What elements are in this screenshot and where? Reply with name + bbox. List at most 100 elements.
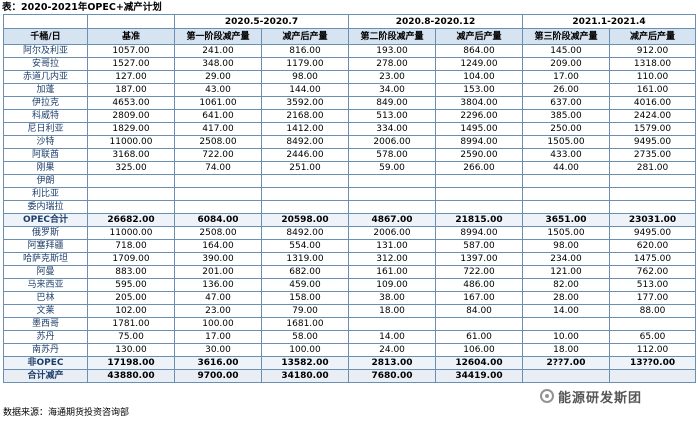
total-row: OPEC合计 26682.00 6084.00 20598.00 4867.00 2181… (3, 213, 697, 227)
value-cell: 513.00 (348, 109, 437, 123)
value-cell: 3168.00 (87, 148, 175, 162)
table-row: 哈萨克斯坦 1709.00 390.00 1319.00 312.00 1397.00 23… (3, 252, 697, 266)
value-cell: 8994.00 (435, 226, 524, 240)
table-row: 委内瑞拉 (3, 200, 697, 214)
value-cell: 47.00 (174, 291, 262, 305)
value-cell: 682.00 (260, 265, 350, 279)
value-cell: 1319.00 (260, 252, 350, 266)
country-cell: 文莱 (3, 304, 88, 318)
value-cell: 2168.00 (260, 109, 350, 123)
country-cell: 委内瑞拉 (3, 200, 88, 214)
value-cell: 100.00 (260, 343, 350, 357)
value-cell: 18.00 (522, 343, 611, 357)
value-cell (174, 200, 262, 214)
value-cell: 34419.00 (435, 369, 524, 383)
value-cell (609, 174, 697, 188)
table-title: 表：2020-2021年OPEC+减产计划 (2, 2, 162, 13)
value-cell: 459.00 (260, 278, 350, 292)
value-cell: 1579.00 (609, 122, 697, 136)
value-cell: 278.00 (348, 57, 437, 71)
value-cell: 23.00 (348, 70, 437, 84)
value-cell: 718.00 (87, 239, 175, 253)
country-cell: 哈萨克斯坦 (3, 252, 88, 266)
value-cell: 250.00 (522, 122, 611, 136)
total-row: 非OPEC 17198.00 3616.00 13582.00 2813.00 12604… (3, 356, 697, 370)
table-row: 文莱 102.00 23.00 79.00 18.00 84.00 14.00 88.00 (3, 304, 697, 318)
value-cell: 8492.00 (260, 226, 350, 240)
value-cell: 12604.00 (435, 356, 524, 370)
value-cell: 44.00 (522, 161, 611, 175)
country-cell: 科威特 (3, 109, 88, 123)
value-cell: 3592.00 (260, 96, 350, 110)
value-cell (435, 174, 524, 188)
value-cell (348, 187, 437, 201)
value-cell: 38.00 (348, 291, 437, 305)
value-cell: 385.00 (522, 109, 611, 123)
table-row: 苏丹 75.00 17.00 58.00 14.00 61.00 10.00 65.00 (3, 330, 697, 344)
value-cell: 23031.00 (609, 213, 697, 227)
period-header-row: 2020.5-2020.7 2020.8-2020.12 2021.1-2021… (3, 14, 697, 29)
value-cell: 9495.00 (609, 226, 697, 240)
value-cell: 1179.00 (260, 57, 350, 71)
value-cell: 145.00 (522, 44, 611, 58)
table-row: 沙特 11000.00 2508.00 8492.00 2006.00 8994.00 15… (3, 135, 697, 149)
value-cell: 1061.00 (174, 96, 262, 110)
value-cell (609, 187, 697, 201)
value-cell: 3616.00 (174, 356, 262, 370)
value-cell: 34180.00 (260, 369, 350, 383)
value-cell: 1249.00 (435, 57, 524, 71)
value-cell: 7680.00 (348, 369, 437, 383)
value-cell: 554.00 (260, 239, 350, 253)
country-cell: 尼日利亚 (3, 122, 88, 136)
value-cell: 513.00 (609, 278, 697, 292)
value-cell (87, 187, 175, 201)
value-cell: 106.00 (435, 343, 524, 357)
value-cell: 79.00 (260, 304, 350, 318)
value-cell: 8994.00 (435, 135, 524, 149)
table-row: 刚果 325.00 74.00 251.00 59.00 266.00 44.00 281.0… (3, 161, 697, 175)
value-cell: 17.00 (522, 70, 611, 84)
wechat-logo-icon (540, 389, 554, 403)
country-cell: 伊拉克 (3, 96, 88, 110)
column-header-row: 千桶/日 基准 第一阶段减产量 减产后产量 第二阶段减产量 减产后产量 第三阶段… (3, 28, 697, 45)
value-cell: 2590.00 (435, 148, 524, 162)
country-cell: 阿联酋 (3, 148, 88, 162)
value-cell: 201.00 (174, 265, 262, 279)
value-cell: 112.00 (609, 343, 697, 357)
value-cell: 912.00 (609, 44, 697, 58)
value-cell: 30.00 (174, 343, 262, 357)
value-cell (522, 369, 611, 383)
table-row: 阿塞拜疆 718.00 164.00 554.00 131.00 587.00 98.00 6… (3, 239, 697, 253)
value-cell: 4653.00 (87, 96, 175, 110)
value-cell: 104.00 (435, 70, 524, 84)
value-cell: 29.00 (174, 70, 262, 84)
table-row: 阿尔及利亚 1057.00 241.00 816.00 193.00 864.00 145.… (3, 44, 697, 58)
value-cell: 864.00 (435, 44, 524, 58)
country-cell: 巴林 (3, 291, 88, 305)
value-cell: 187.00 (87, 83, 175, 97)
value-cell: 2809.00 (87, 109, 175, 123)
value-cell: 4016.00 (609, 96, 697, 110)
value-cell: 595.00 (87, 278, 175, 292)
table-row: 巴林 205.00 47.00 158.00 38.00 167.00 28.00 177.0… (3, 291, 697, 305)
value-cell: 2735.00 (609, 148, 697, 162)
value-cell: 59.00 (348, 161, 437, 175)
value-cell: 2508.00 (174, 226, 262, 240)
phase-header: 减产后产量 (260, 28, 350, 45)
value-cell: 587.00 (435, 239, 524, 253)
table-row: 加蓬 187.00 43.00 144.00 34.00 153.00 26.00 161.0… (3, 83, 697, 97)
value-cell: 849.00 (348, 96, 437, 110)
value-cell: 84.00 (435, 304, 524, 318)
value-cell: 28.00 (522, 291, 611, 305)
value-cell: 17198.00 (87, 356, 175, 370)
value-cell (609, 200, 697, 214)
country-cell: 阿尔及利亚 (3, 44, 88, 58)
value-cell: 1057.00 (87, 44, 175, 58)
value-cell: 312.00 (348, 252, 437, 266)
value-cell (348, 200, 437, 214)
table-row: 俄罗斯 11000.00 2508.00 8492.00 2006.00 8994.00 1… (3, 226, 697, 240)
value-cell (609, 369, 697, 383)
value-cell: 8492.00 (260, 135, 350, 149)
value-cell (348, 174, 437, 188)
